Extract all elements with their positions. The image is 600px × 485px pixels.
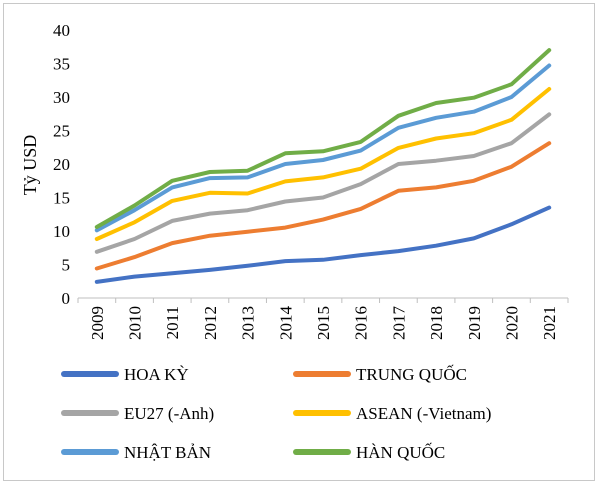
x-tick-label: 2013 [239,306,258,340]
x-tick-label: 2020 [502,306,521,340]
x-tick-label: 2019 [465,306,484,340]
x-axis-ticks: 2009 2010 2011 2012 2013 2014 2015 2016 2017 2018… [77,298,569,341]
series-line-6 [94,48,552,229]
series-line-5 [94,63,552,233]
series-lines [94,48,552,284]
x-tick-label: 2018 [427,306,446,340]
x-tick-label: 2014 [276,306,295,341]
y-tick-label: 0 [62,289,71,308]
x-tick-label: 2010 [126,306,145,340]
x-tick-label: 2015 [314,306,333,340]
y-tick-label: 20 [53,155,70,174]
legend: HOA KỲ TRUNG QUỐC EU27 (-Anh) ASEAN (-Vietn… [61,365,491,462]
y-tick-label: 40 [53,21,70,40]
y-tick-label: 25 [53,122,70,141]
series-line-4 [94,87,552,241]
x-tick-label: 2011 [163,306,182,339]
x-tick-label: 2012 [201,306,220,340]
series-line-2 [94,141,552,271]
legend-label: EU27 (-Anh) [124,404,214,423]
y-tick-label: 5 [62,256,71,275]
series-line-3 [94,112,552,254]
y-tick-label: 35 [53,55,70,74]
series-line-1 [94,205,552,284]
legend-label: HÀN QUỐC [356,443,445,462]
x-tick-label: 2016 [352,306,371,340]
y-axis-label: Tỷ USD [20,135,40,196]
legend-label: HOA KỲ [124,365,189,384]
x-tick-label: 2009 [88,306,107,340]
legend-label: TRUNG QUỐC [356,365,467,384]
y-tick-label: 15 [53,189,70,208]
chart-frame [3,3,595,481]
x-tick-label: 2017 [389,306,408,341]
legend-label: ASEAN (-Vietnam) [356,404,491,423]
x-tick-label: 2021 [540,306,559,340]
y-axis-ticks: 0 5 10 15 20 25 30 35 40 [53,21,70,308]
y-tick-label: 10 [53,222,70,241]
legend-label: NHẬT BẢN [124,443,211,462]
y-tick-label: 30 [53,88,70,107]
